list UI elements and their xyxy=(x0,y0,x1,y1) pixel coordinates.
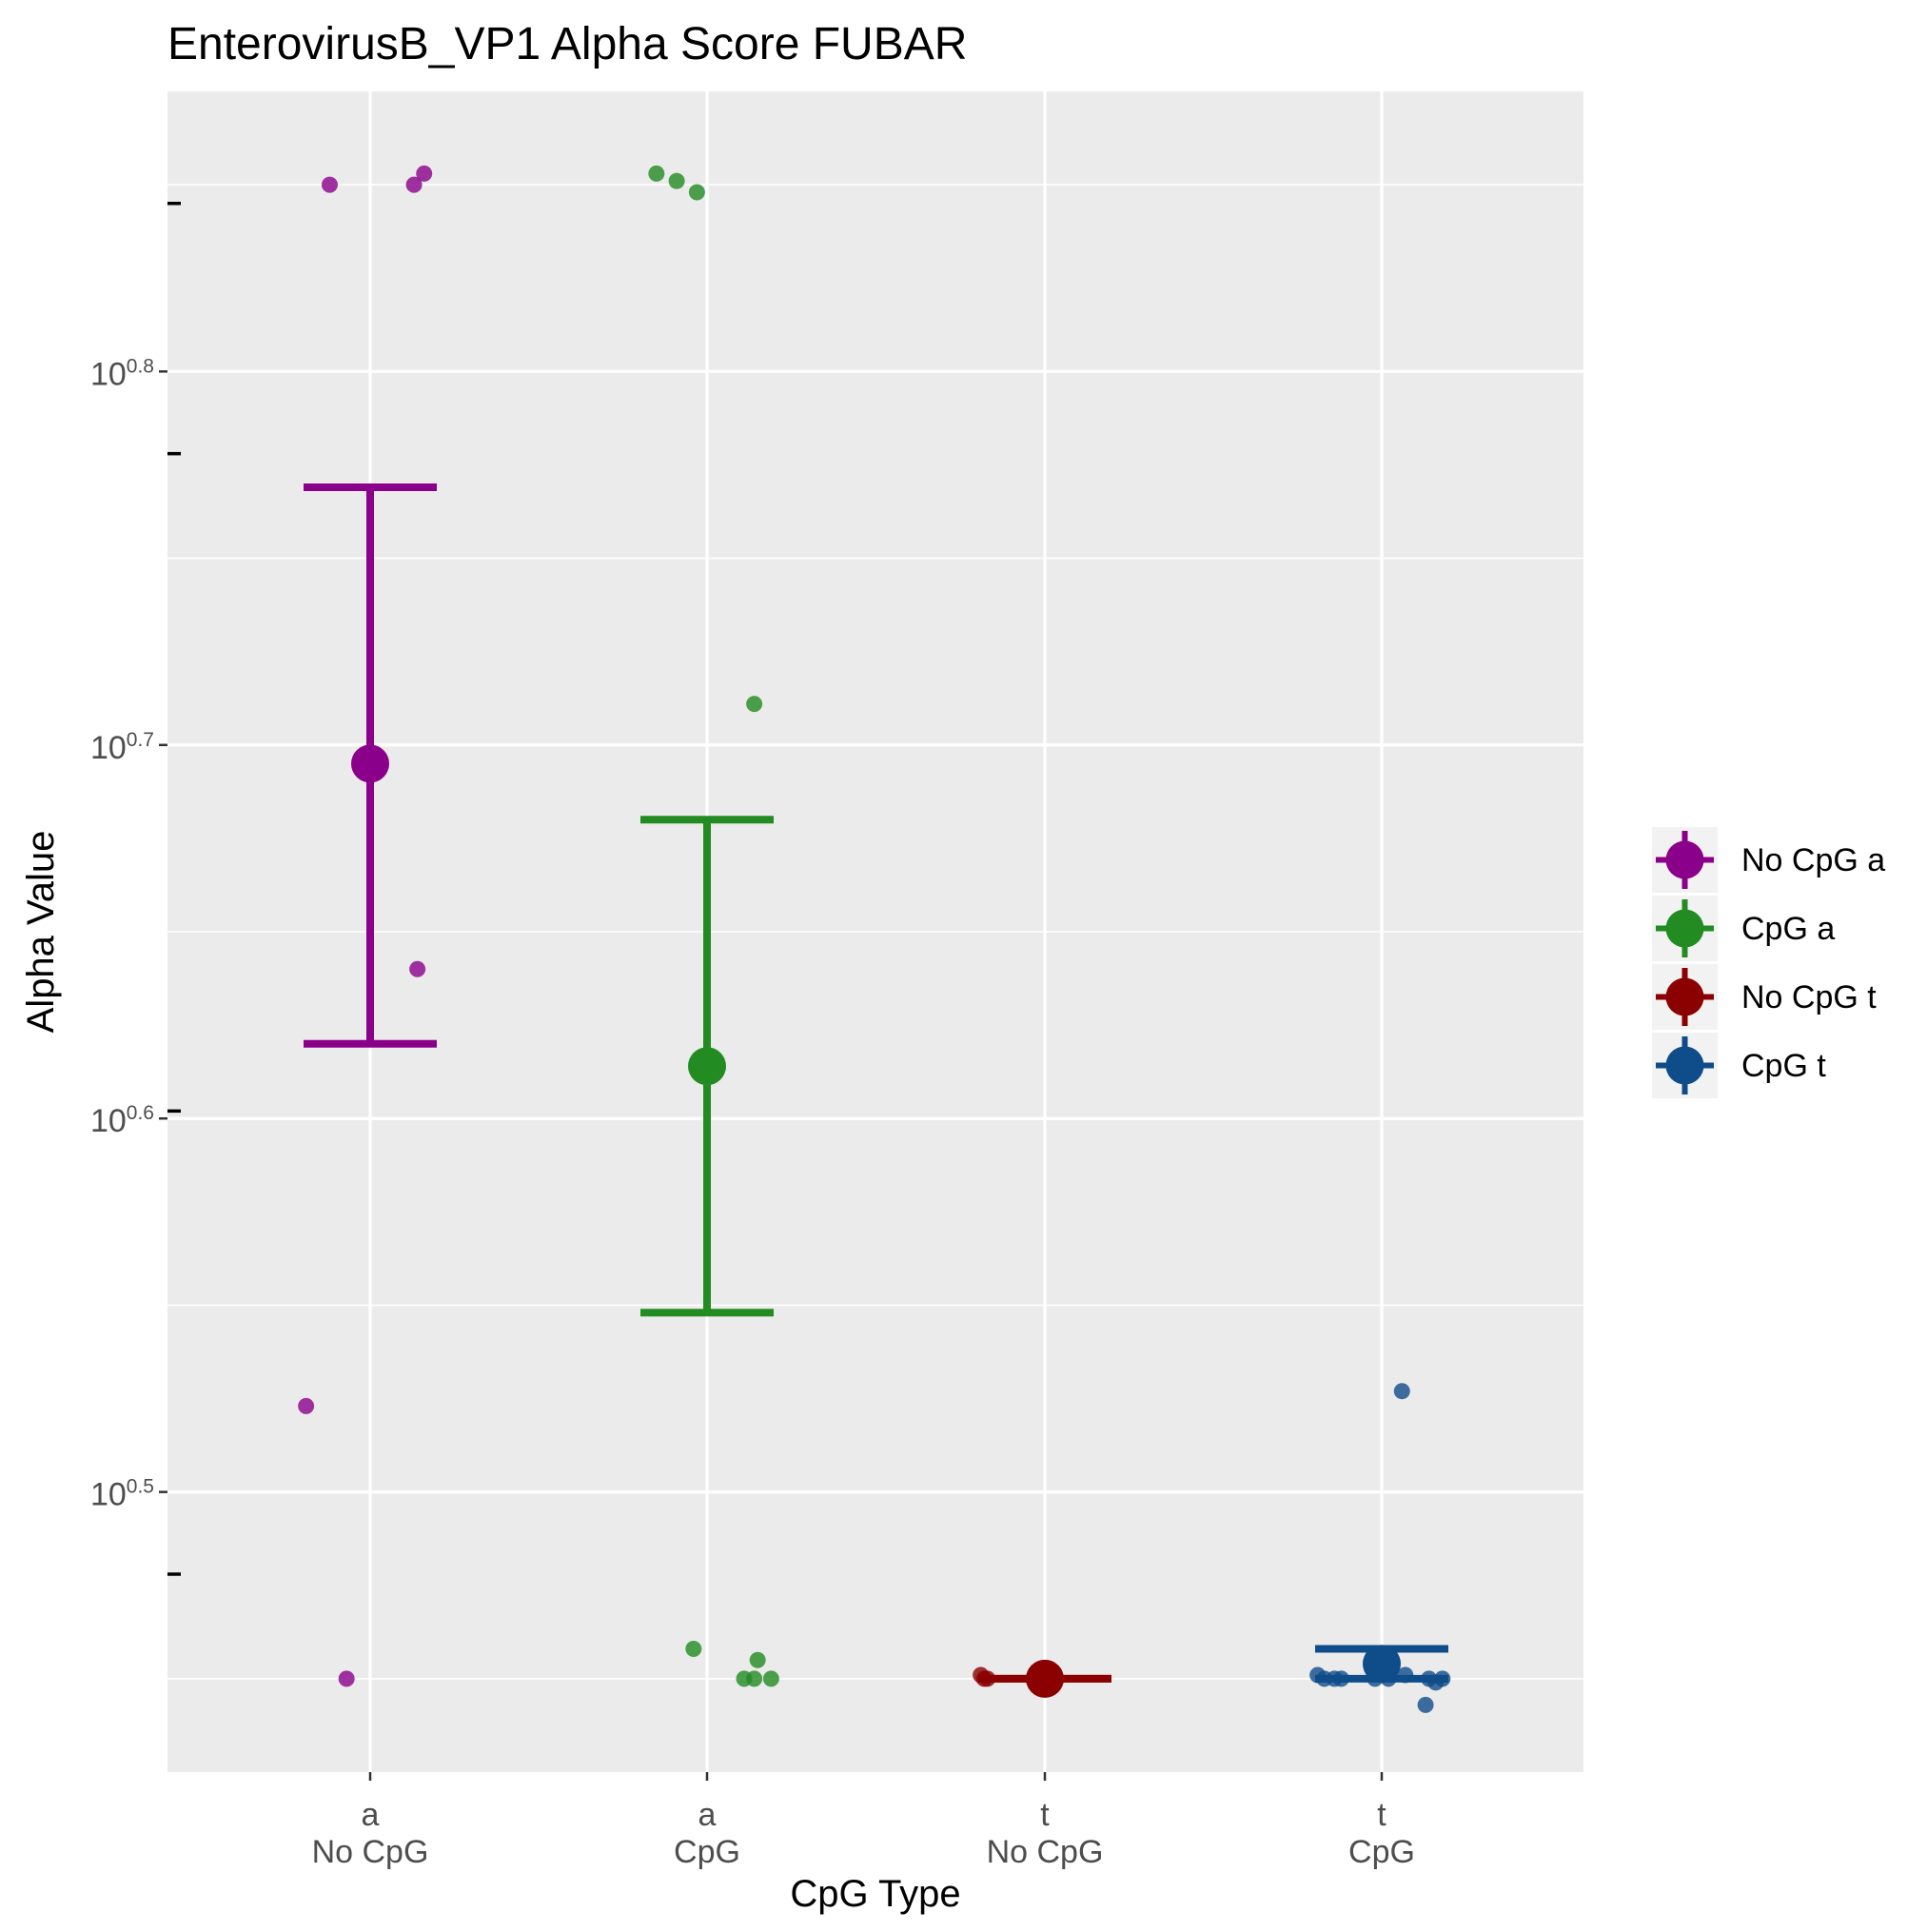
mean-point xyxy=(1363,1645,1401,1684)
data-point xyxy=(668,172,685,189)
y-axis-label: Alpha Value xyxy=(20,831,62,1034)
data-point xyxy=(409,960,426,977)
data-point xyxy=(1393,1383,1410,1400)
legend-entry: CpG a xyxy=(1652,896,1835,961)
data-point xyxy=(762,1670,779,1687)
mean-point xyxy=(688,1047,726,1086)
data-point xyxy=(685,1640,702,1657)
data-point xyxy=(321,176,338,193)
y-tick-label: 100.5 xyxy=(90,1476,154,1513)
data-point xyxy=(1417,1696,1434,1713)
legend-entry: No CpG a xyxy=(1652,827,1885,893)
legend: No CpG a CpG a No CpG t CpG t xyxy=(1652,827,1885,1098)
mean-point xyxy=(1026,1659,1064,1698)
legend-entry: CpG t xyxy=(1652,1033,1826,1098)
x-tick-label: t xyxy=(1040,1797,1050,1833)
legend-label: No CpG a xyxy=(1741,842,1885,878)
x-tick-sublabel: No CpG xyxy=(312,1834,429,1870)
x-tick-sublabel: No CpG xyxy=(987,1834,1104,1870)
chart-title: EnterovirusB_VP1 Alpha Score FUBAR xyxy=(167,19,967,69)
legend-label: CpG a xyxy=(1741,911,1835,947)
data-point xyxy=(746,1670,763,1687)
data-point xyxy=(338,1670,355,1687)
data-point xyxy=(648,165,665,182)
data-point xyxy=(749,1651,766,1668)
legend-label: CpG t xyxy=(1741,1048,1826,1084)
series-group xyxy=(1309,1383,1451,1713)
x-tick-label: t xyxy=(1377,1797,1386,1833)
legend-key-marker xyxy=(1665,977,1704,1016)
legend-key-marker xyxy=(1665,909,1704,948)
series-layer xyxy=(298,165,1451,1713)
data-point xyxy=(746,696,763,713)
data-point xyxy=(416,165,433,182)
x-tick-sublabel: CpG xyxy=(1348,1834,1415,1870)
series-group xyxy=(298,165,437,1687)
data-point xyxy=(298,1397,315,1414)
series-group xyxy=(640,165,779,1687)
legend-entry: No CpG t xyxy=(1652,964,1877,1030)
x-axis-label: CpG Type xyxy=(790,1873,960,1915)
legend-label: No CpG t xyxy=(1741,979,1877,1015)
y-tick-label: 100.8 xyxy=(90,355,154,392)
x-tick-sublabel: CpG xyxy=(674,1834,740,1870)
x-tick-label: a xyxy=(362,1797,380,1833)
data-point xyxy=(405,176,423,193)
y-tick-label: 100.6 xyxy=(90,1102,154,1139)
x-tick-label: a xyxy=(698,1797,717,1833)
y-tick-label: 100.7 xyxy=(90,729,154,766)
data-point xyxy=(688,184,705,201)
legend-key-marker xyxy=(1665,840,1704,879)
series-group xyxy=(973,1659,1111,1698)
legend-key-marker xyxy=(1665,1046,1704,1085)
mean-point xyxy=(351,744,389,783)
